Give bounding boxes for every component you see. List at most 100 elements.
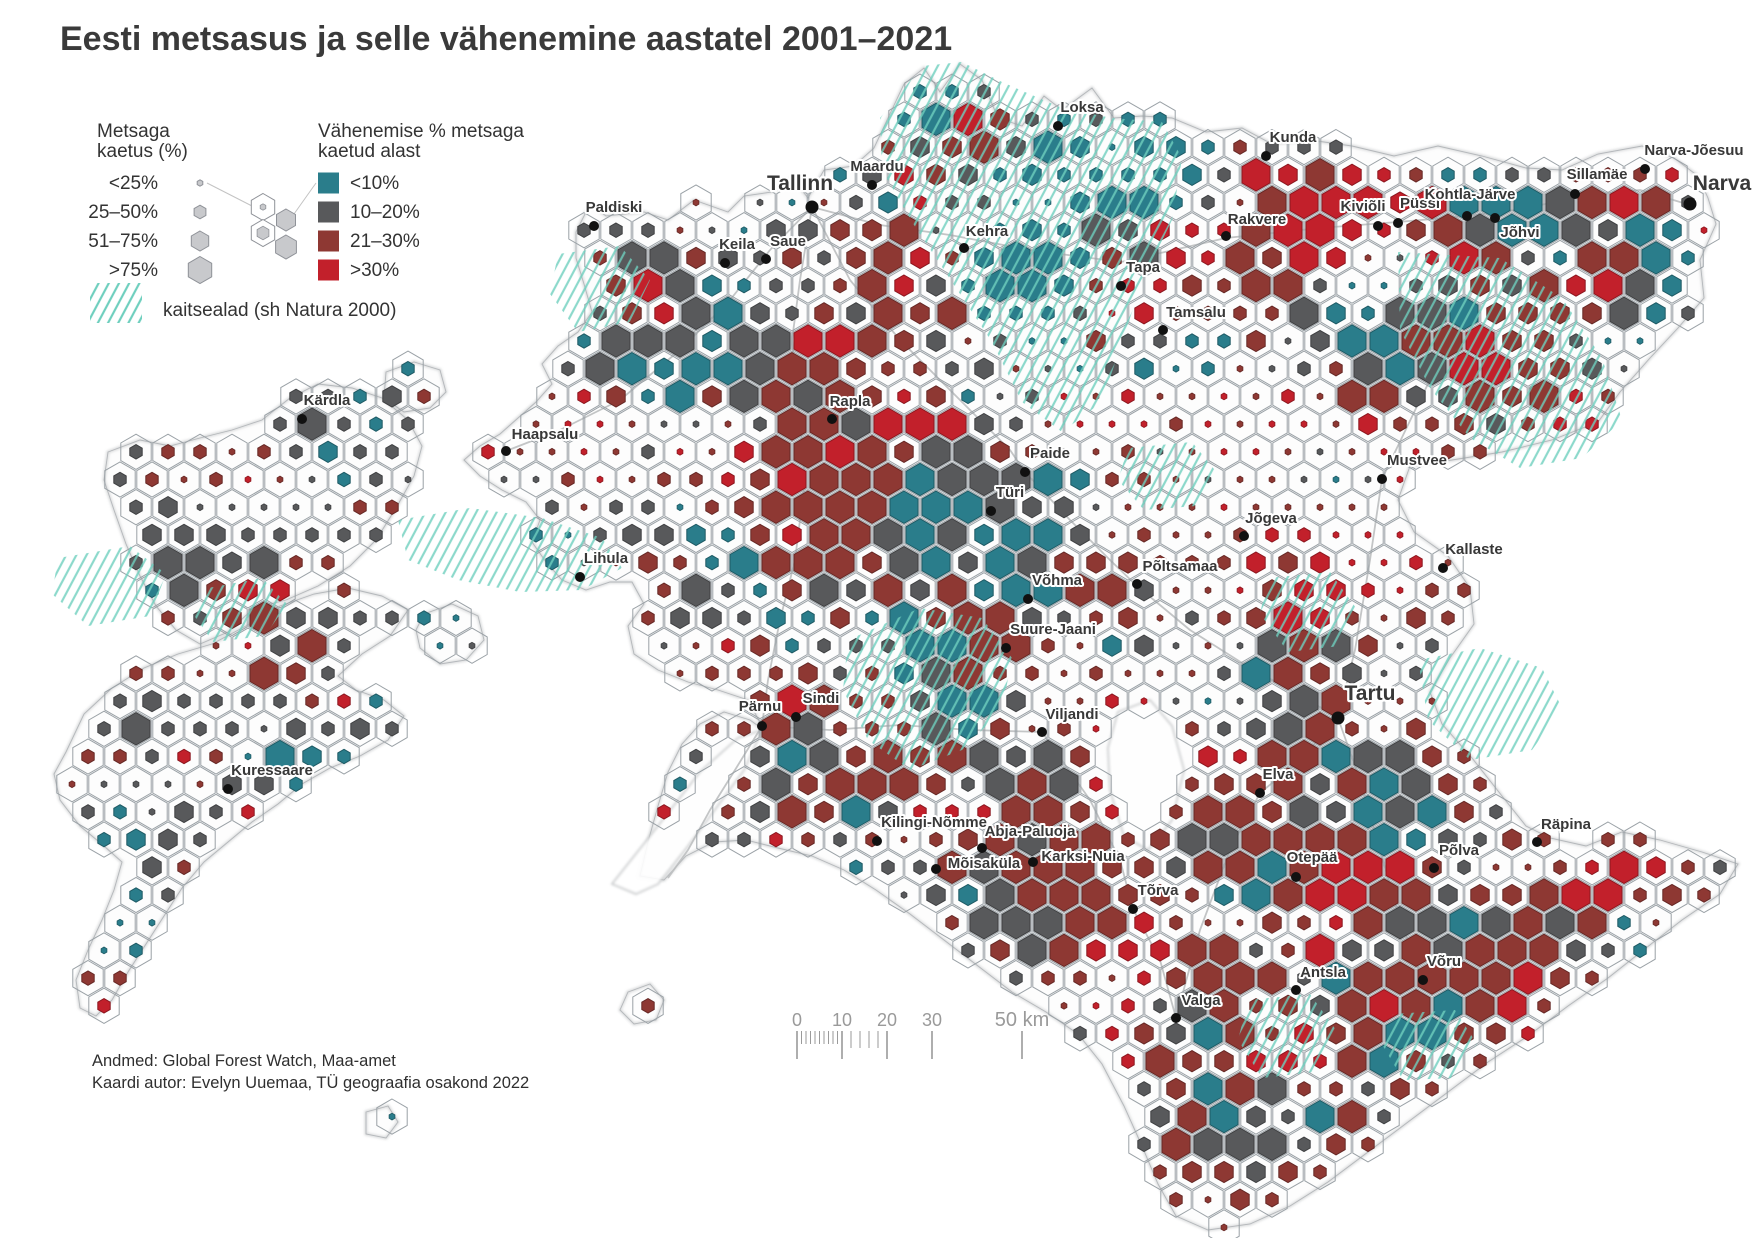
hex-cell-fill-maroon (1201, 305, 1215, 322)
hex-cell (1048, 821, 1080, 858)
hex-cell-fill-teal (676, 503, 684, 512)
hex-cell-fill-gray (692, 420, 700, 428)
hex-cell-outline (936, 350, 968, 387)
hex-cell-outline (1208, 212, 1240, 249)
hex-cell (1080, 987, 1112, 1024)
hex-cell-fill-gray (193, 721, 207, 737)
hex-cell-outline (1048, 876, 1080, 914)
hex-cell (920, 378, 952, 415)
hex-cell-fill-maroon (113, 748, 127, 765)
hex-cell-outline (1320, 461, 1352, 498)
protected-area-hatch (550, 246, 650, 332)
hex-cell-fill-red (1252, 447, 1260, 456)
hex-cell-outline (1672, 295, 1704, 332)
hex-cell-outline (712, 461, 744, 498)
hex-cell-fill-maroon (548, 447, 556, 456)
hex-cell-outline (1224, 405, 1256, 443)
hex-cell-fill-maroon (1041, 970, 1055, 986)
hex-cell-outline (200, 682, 232, 720)
hex-cell-outline (1208, 821, 1240, 858)
hex-cell (808, 682, 840, 720)
hex-cell (1384, 904, 1416, 941)
hex-cell (888, 766, 920, 803)
legend-size-hex-sample (190, 230, 210, 252)
hex-cell (1048, 987, 1080, 1024)
hex-cell-fill-maroon (1601, 167, 1615, 183)
hex-cell (872, 793, 904, 831)
hex-cell-outline (1208, 655, 1240, 692)
hex-cell-fill-gray (1313, 277, 1327, 294)
hex-cell-outline (1272, 489, 1304, 526)
hex-cell-fill-maroon (937, 573, 967, 608)
hex-cell (152, 655, 184, 692)
hex-cell (120, 710, 152, 747)
hex-cell (1352, 239, 1384, 277)
hex-cell-fill-teal (436, 641, 444, 650)
hex-cell-outline (1416, 904, 1448, 941)
hex-cell-outline (376, 489, 408, 526)
hex-cell-fill-maroon (705, 665, 719, 682)
hex-cell-fill-maroon (1137, 527, 1151, 543)
hex-cell-outline (1368, 322, 1400, 360)
hex-cell (1384, 793, 1416, 831)
hex-cell (1048, 599, 1080, 637)
hex-cell-fill-gray (705, 831, 719, 848)
hex-cell-outline (328, 461, 360, 498)
hex-cell (1336, 655, 1368, 692)
hex-cell-outline (712, 793, 744, 831)
hex-cell-outline (1288, 793, 1320, 831)
hex-cell (888, 876, 920, 914)
hex-cell-fill-teal (1134, 357, 1154, 380)
hex-cell-outline (888, 433, 920, 470)
hex-cell (248, 766, 280, 803)
hex-cell (1352, 682, 1384, 720)
hex-cell-outline (1400, 599, 1432, 637)
hex-cell (1192, 904, 1224, 941)
hex-cell-outline (632, 322, 664, 360)
hex-cell-outline (808, 793, 840, 831)
hex-cell-outline (408, 599, 440, 637)
hex-cell-outline (1384, 1070, 1416, 1108)
hex-cell-fill-maroon (1220, 1223, 1228, 1232)
hex-cell-fill-maroon (1273, 767, 1303, 801)
hex-cell-fill-red (1665, 167, 1679, 183)
hex-cell-fill-maroon (1097, 905, 1127, 940)
hex-cell (1208, 1043, 1240, 1080)
hex-cell (1464, 821, 1496, 858)
hex-cell-fill-red (1105, 1025, 1119, 1042)
hex-cell-fill-teal (369, 693, 383, 709)
hex-cell-outline (296, 405, 328, 443)
hex-cell (856, 267, 888, 304)
hex-cell-outline (56, 766, 88, 803)
protected-area-hatch (1238, 994, 1336, 1078)
hex-cell (1496, 876, 1528, 914)
hex-cell-fill-maroon (1108, 531, 1116, 539)
hex-cell-outline (696, 212, 728, 249)
hex-cell (360, 682, 392, 720)
hex-cell (760, 212, 792, 249)
hex-cell-fill-red (1089, 776, 1103, 792)
city-label: Viljandi (1045, 706, 1098, 723)
hex-cell (1224, 1126, 1256, 1163)
hex-cell-fill-red (654, 302, 674, 325)
hex-cell (1144, 267, 1176, 304)
hex-cell (1352, 1126, 1384, 1163)
hex-cell-fill-maroon (862, 551, 882, 574)
hex-cell-outline (920, 821, 952, 858)
hex-cell-outline (1384, 849, 1416, 886)
hex-cell-outline (1112, 987, 1144, 1024)
hex-cell-outline (1160, 682, 1192, 720)
hex-cell-outline (1304, 876, 1336, 914)
hex-cell-fill-maroon (1425, 582, 1439, 599)
hex-cell-outline (136, 682, 168, 720)
hex-cell-outline (1272, 876, 1304, 914)
hex-cell (152, 876, 184, 914)
hex-cell-outline (1208, 932, 1240, 969)
hex-cell-fill-gray (958, 551, 978, 574)
hex-cell-fill-red (1321, 185, 1351, 220)
hex-cell-fill-maroon (1582, 302, 1602, 325)
hex-cell (1336, 156, 1368, 193)
hex-cell (808, 295, 840, 332)
road-line (667, 725, 763, 879)
hex-cell-fill-maroon (1105, 471, 1119, 488)
